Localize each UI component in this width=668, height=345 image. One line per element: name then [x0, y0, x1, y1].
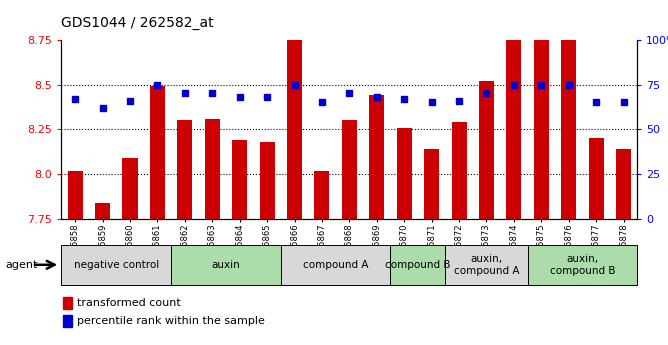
Bar — [391, 245, 446, 285]
Text: percentile rank within the sample: percentile rank within the sample — [77, 316, 265, 326]
Bar — [171, 245, 281, 285]
Text: negative control: negative control — [73, 260, 159, 270]
Bar — [424, 149, 439, 219]
Bar — [561, 16, 576, 219]
Bar — [452, 122, 466, 219]
Bar — [63, 297, 72, 309]
Bar — [177, 120, 192, 219]
Bar — [204, 119, 220, 219]
Bar — [479, 81, 494, 219]
Bar — [397, 128, 411, 219]
Bar — [67, 171, 83, 219]
Bar — [287, 18, 302, 219]
Bar — [369, 95, 384, 219]
Text: auxin,
compound A: auxin, compound A — [454, 254, 519, 276]
Bar — [95, 203, 110, 219]
Bar — [260, 142, 275, 219]
Bar — [446, 245, 528, 285]
Bar — [534, 38, 549, 219]
Text: auxin: auxin — [212, 260, 240, 270]
Bar — [63, 315, 72, 327]
Text: GDS1044 / 262582_at: GDS1044 / 262582_at — [61, 16, 214, 30]
Text: auxin,
compound B: auxin, compound B — [550, 254, 615, 276]
Bar — [528, 245, 637, 285]
Bar — [122, 158, 138, 219]
Text: agent: agent — [5, 260, 37, 270]
Bar — [506, 40, 522, 219]
Bar — [61, 245, 171, 285]
Text: compound B: compound B — [385, 260, 451, 270]
Text: transformed count: transformed count — [77, 298, 181, 308]
Bar — [589, 138, 604, 219]
Bar — [232, 140, 247, 219]
Bar — [281, 245, 391, 285]
Bar — [150, 86, 165, 219]
Text: compound A: compound A — [303, 260, 369, 270]
Bar — [342, 120, 357, 219]
Bar — [616, 149, 631, 219]
Bar — [315, 171, 329, 219]
